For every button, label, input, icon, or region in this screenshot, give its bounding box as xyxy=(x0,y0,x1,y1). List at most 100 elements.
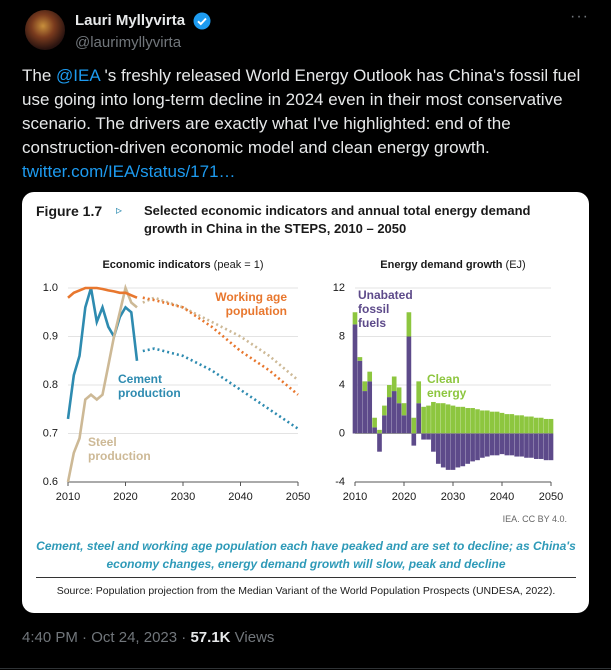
caption: Cement, steel and working age population… xyxy=(36,539,576,571)
bar-segment xyxy=(406,312,412,337)
link[interactable]: twitter.com/IEA/status/171… xyxy=(22,162,236,181)
x-tick-label: 2050 xyxy=(539,491,563,503)
time[interactable]: 4:40 PM xyxy=(22,629,78,646)
x-tick-label: 2040 xyxy=(228,491,252,503)
y-tick-label: 0.9 xyxy=(43,330,58,342)
bar-segment xyxy=(494,411,500,434)
bar-segment xyxy=(440,433,446,468)
bar-segment xyxy=(386,397,392,434)
bar-segment xyxy=(391,376,397,392)
bar-segment xyxy=(494,433,500,456)
bar-segment xyxy=(352,312,358,325)
more-button[interactable]: ··· xyxy=(570,8,589,25)
bar-segment xyxy=(455,406,461,434)
bar-segment xyxy=(460,406,466,434)
bar-segment xyxy=(435,403,441,434)
bar-segment xyxy=(484,433,490,457)
x-tick-label: 2050 xyxy=(286,491,310,503)
series-label: Cement production xyxy=(118,372,181,400)
bar-segment xyxy=(382,415,387,434)
projection-line xyxy=(142,347,299,430)
bar-segment xyxy=(480,433,485,458)
bar-segment xyxy=(357,357,363,361)
series-label: Steel production xyxy=(88,435,151,463)
y-tick-label: 1.0 xyxy=(43,282,58,294)
chart-title: Energy demand growth (EJ) xyxy=(380,259,525,271)
bar-segment xyxy=(489,411,495,434)
bar-segment xyxy=(465,433,471,464)
bar-segment xyxy=(377,433,382,452)
bar-segment xyxy=(377,429,382,434)
chart-subtitle: (EJ) xyxy=(506,259,526,271)
figure[interactable]: Economic indicators (peak = 1) 1.0 0.9 0.8 0.… xyxy=(22,192,589,613)
bar-segment xyxy=(367,381,373,434)
bar-segment xyxy=(519,415,524,434)
series-label: Clean energy xyxy=(427,372,467,400)
series-label: Working age population xyxy=(215,290,287,318)
bar-segment xyxy=(533,417,539,434)
y-tick-label: 0 xyxy=(339,427,345,439)
date[interactable]: Oct 24, 2023 xyxy=(91,629,178,646)
bar-segment xyxy=(406,336,412,434)
history-line xyxy=(66,287,139,420)
chart-subtitle: (peak = 1) xyxy=(214,259,264,271)
x-tick-label: 2010 xyxy=(343,491,367,503)
x-tick-label: 2040 xyxy=(490,491,514,503)
bar-segment xyxy=(426,433,431,440)
x-tick-label: 2020 xyxy=(392,491,416,503)
bar-segment xyxy=(401,415,407,434)
bar-segment xyxy=(411,417,417,434)
bar-segment xyxy=(514,415,520,434)
bar-segment xyxy=(416,381,422,404)
bar-segment xyxy=(475,409,480,434)
bar-segment xyxy=(431,401,436,434)
bar-segment xyxy=(489,433,495,456)
bar-segment xyxy=(372,427,377,434)
bar-segment xyxy=(435,433,441,464)
bar-segment xyxy=(401,403,407,416)
bar-segment xyxy=(538,417,544,434)
bar-segment xyxy=(484,410,490,434)
source: Source: Population projection from the M… xyxy=(56,585,556,597)
bar-segment xyxy=(524,433,529,458)
bar-segment xyxy=(396,403,402,434)
y-tick-label: 0.6 xyxy=(43,476,58,488)
bar-segment xyxy=(504,433,510,456)
charts: Economic indicators (peak = 1) 1.0 0.9 0.8 0.… xyxy=(43,259,564,503)
bar-segment xyxy=(431,433,436,452)
figure-title: Selected economic indicators and annual … xyxy=(144,203,531,236)
projection-line xyxy=(142,296,299,382)
bar-segment xyxy=(548,418,554,434)
bar-segment xyxy=(524,416,529,434)
handle[interactable]: @laurimyllyvirta xyxy=(75,34,182,51)
y-tick-label: 12 xyxy=(333,282,345,294)
y-tick-label: 4 xyxy=(339,379,345,391)
credit: IEA. CC BY 4.0. xyxy=(502,514,567,524)
mention[interactable]: @IEA xyxy=(56,66,100,85)
bar-segment xyxy=(538,433,544,459)
chart-title-main: Energy demand growth xyxy=(380,259,503,271)
bar-segment xyxy=(386,385,392,398)
x-tick-label: 2030 xyxy=(171,491,195,503)
bar-segment xyxy=(450,433,456,470)
projection-line xyxy=(142,296,299,396)
bar-segment xyxy=(396,387,402,404)
bar-segment xyxy=(519,433,524,457)
views: 57.1K xyxy=(190,629,231,646)
bar-segment xyxy=(352,324,358,434)
bar-segment xyxy=(411,433,417,446)
bar-segment xyxy=(382,405,387,416)
x-tick-label: 2030 xyxy=(441,491,465,503)
series-label: Unabated fossil fuels xyxy=(358,288,413,330)
bar-segment xyxy=(362,381,368,392)
bar-segment xyxy=(470,433,475,462)
separator xyxy=(36,577,576,578)
bar-segment xyxy=(543,433,549,461)
bar-segment xyxy=(509,414,515,434)
avatar[interactable] xyxy=(25,10,65,50)
bar-segment xyxy=(514,433,520,457)
bar-segment xyxy=(357,360,363,434)
author-name[interactable]: Lauri Myllyvirta xyxy=(75,12,186,29)
bar-segment xyxy=(504,414,510,434)
